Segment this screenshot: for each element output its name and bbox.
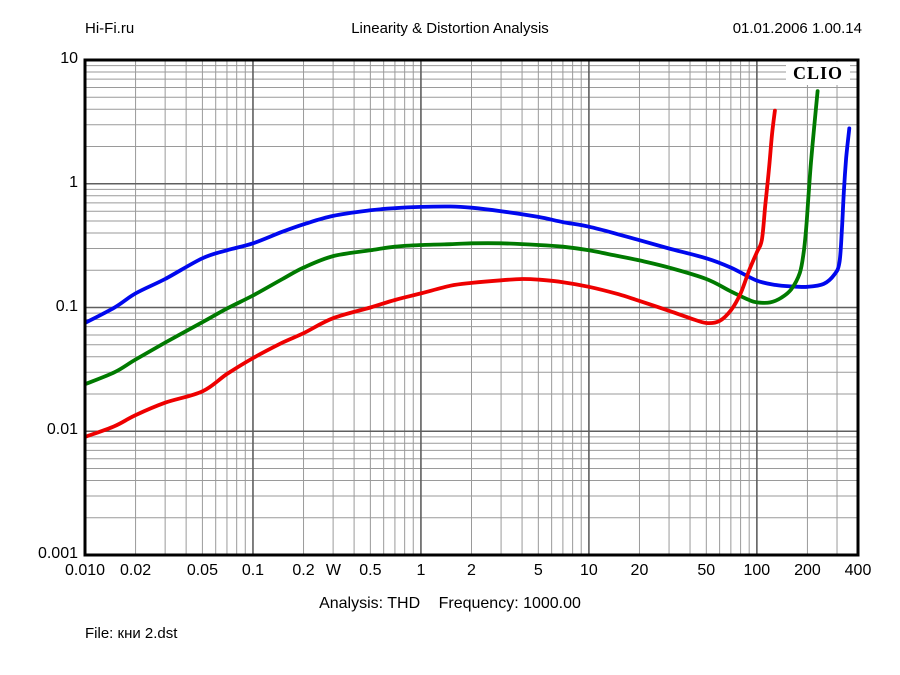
grid-major: [85, 60, 858, 555]
x-tick-label: 50: [697, 562, 716, 579]
curves: [84, 89, 852, 439]
clio-logo: CLIO: [785, 62, 850, 85]
x-tick-label: 0.1: [241, 562, 265, 579]
plot-frame: [83, 58, 860, 557]
y-tick-label: 1: [69, 173, 78, 191]
x-tick-label: 0.05: [186, 562, 218, 579]
blue-curve: [84, 126, 852, 325]
x-tick-label: 20: [630, 562, 649, 579]
file-name-label: File: кни 2.dst: [85, 625, 178, 642]
x-tick-label: 0.2: [292, 562, 315, 579]
y-tick-label: 0.001: [37, 545, 78, 562]
site-label: Hi-Fi.ru: [85, 20, 135, 37]
y-tick-label: 0.01: [46, 421, 78, 439]
page-title: Linearity & Distortion Analysis: [351, 20, 549, 37]
datetime-label: 01.01.2006 1.00.14: [732, 20, 862, 37]
x-tick-label: 1: [416, 562, 426, 579]
x-tick-label: 200: [794, 562, 821, 579]
x-tick-label: 0.02: [119, 562, 152, 579]
x-tick-label: 100: [743, 562, 771, 579]
x-tick-label: 0.010: [64, 562, 106, 579]
analysis-caption: Analysis: THD Frequency: 1000.00: [0, 595, 900, 613]
y-tick-label: 0.1: [55, 297, 78, 315]
analysis-type-label: Analysis: THD: [319, 595, 421, 612]
x-tick-label: 400: [844, 562, 872, 579]
green-curve: [84, 89, 820, 387]
red-curve: [84, 108, 777, 439]
frequency-label: Frequency: 1000.00: [438, 595, 581, 612]
y-tick-label: 10: [60, 50, 78, 67]
x-tick-label: 0.5: [359, 562, 382, 579]
x-tick-label: 5: [533, 562, 543, 579]
x-tick-label: 10: [579, 562, 598, 579]
x-axis-unit-label: W: [325, 562, 341, 579]
x-tick-label: 2: [467, 562, 476, 579]
